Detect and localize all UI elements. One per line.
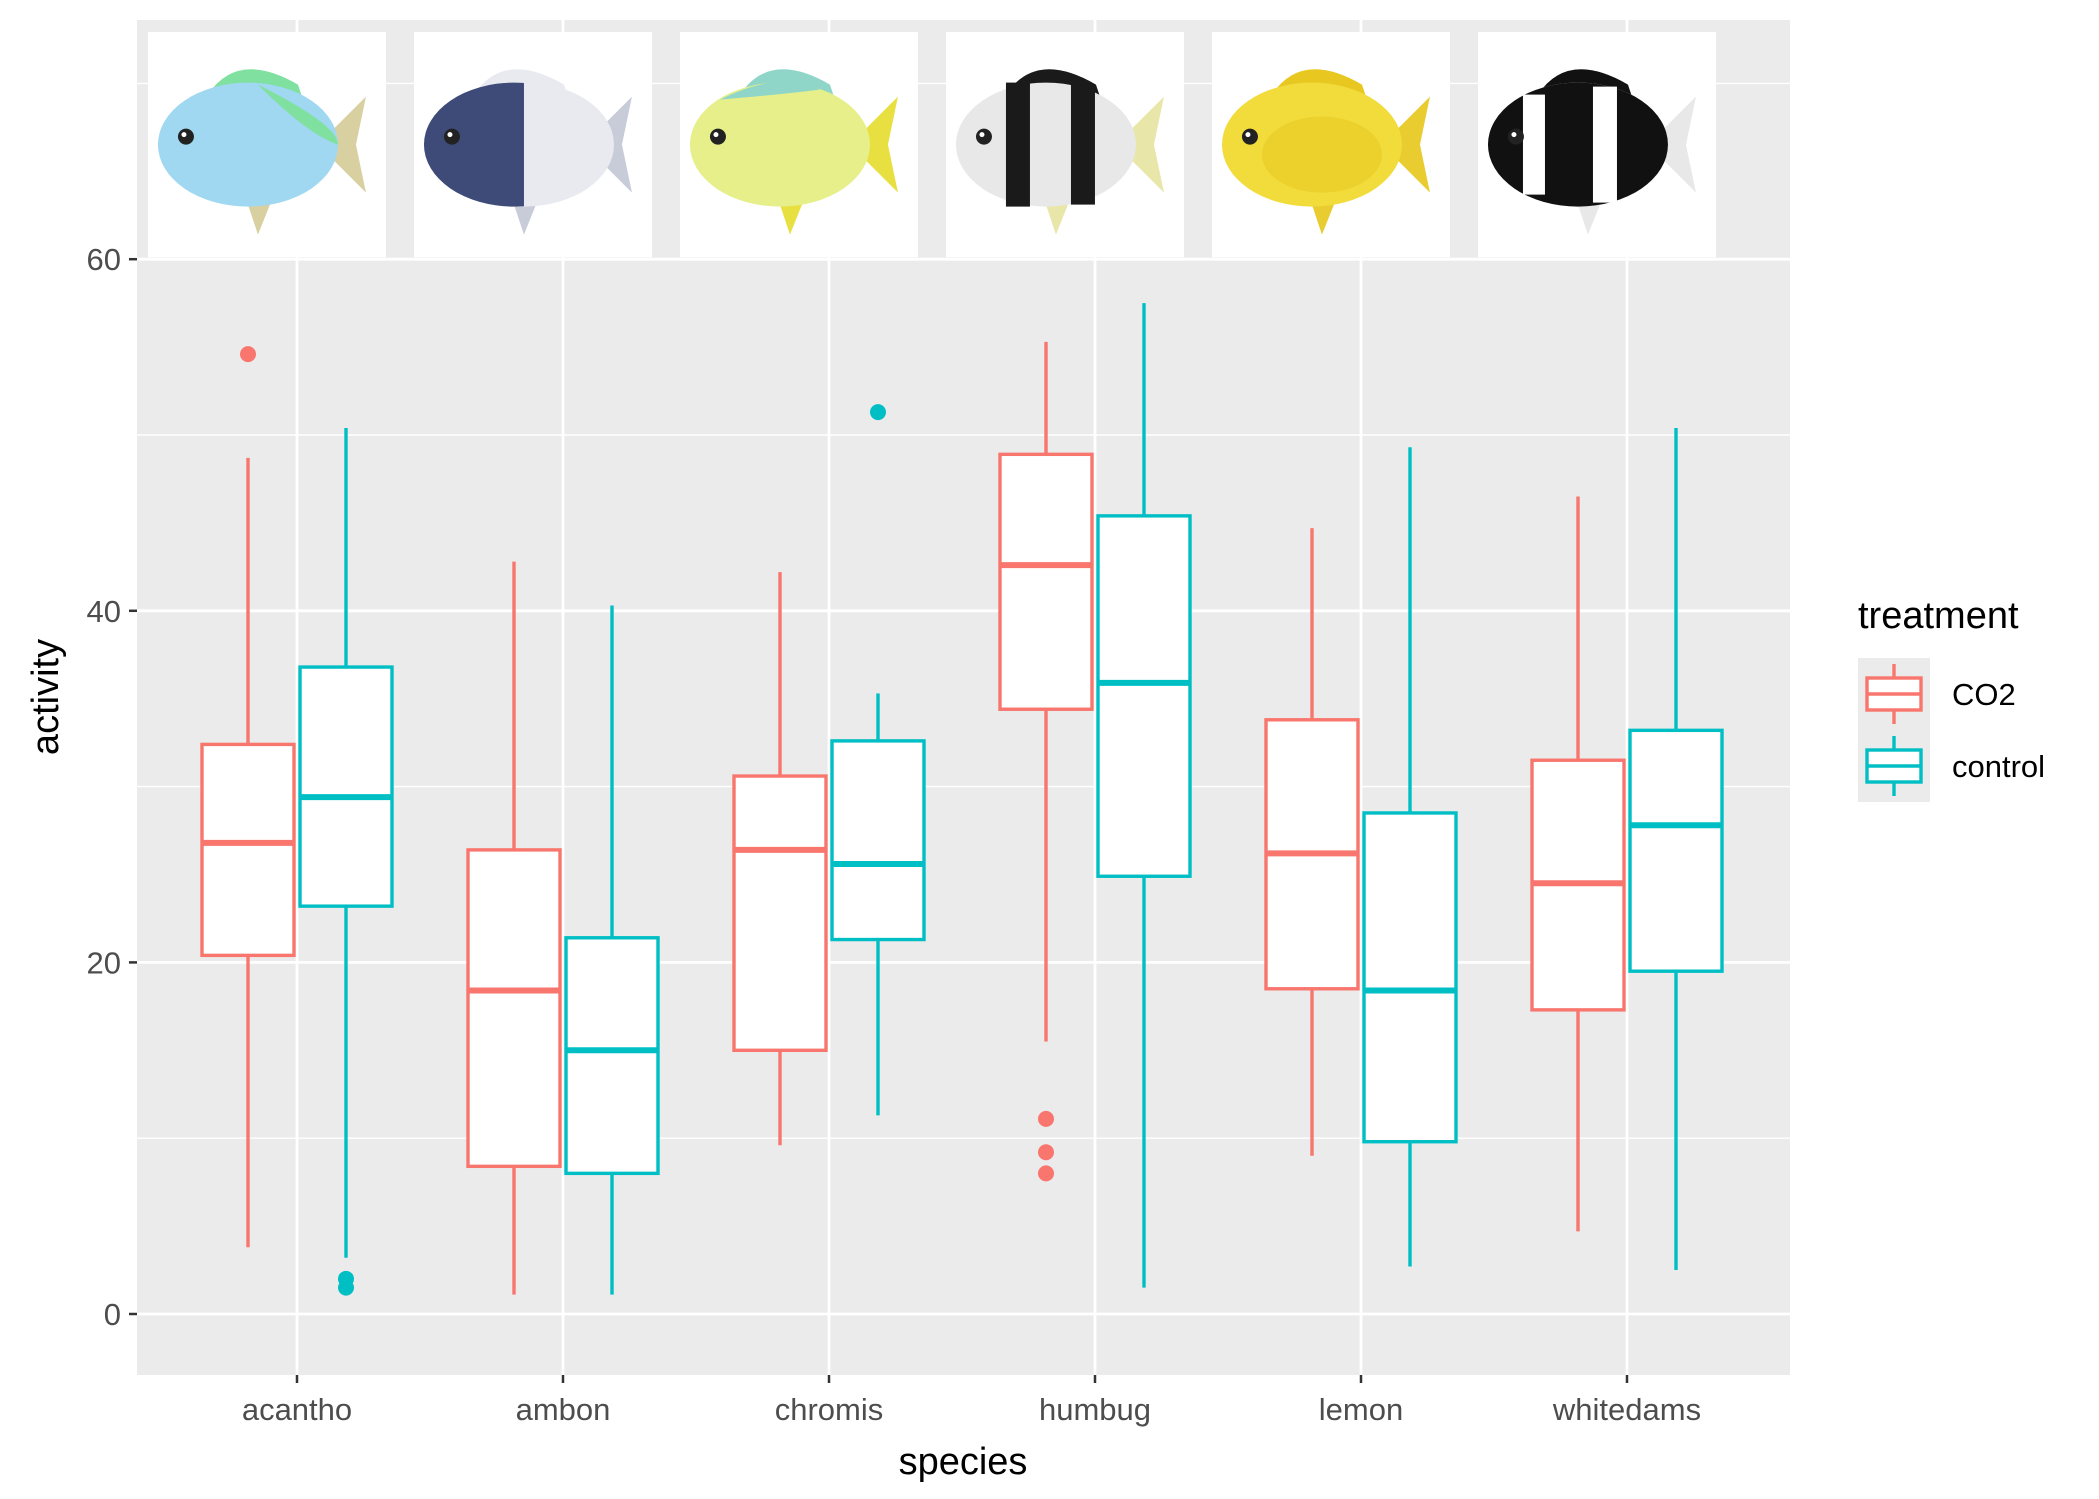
- fish-eye-highlight: [713, 132, 719, 138]
- y-tick-label: 40: [87, 594, 121, 629]
- fish-eye: [1507, 128, 1524, 145]
- whitedams-fish-icon: [1478, 32, 1716, 258]
- box-control-chromis: [830, 404, 926, 1116]
- box-iqr: [732, 774, 828, 1052]
- outlier-point: [1038, 1110, 1054, 1127]
- y-axis: 0 20 40 60: [87, 242, 137, 1332]
- fish-eye: [709, 128, 726, 145]
- fish-body: [157, 82, 338, 207]
- fish-body: [955, 82, 1136, 207]
- box-co2-humbug: [998, 341, 1094, 1182]
- fish-eye: [443, 128, 460, 145]
- outlier-point: [240, 346, 256, 363]
- y-axis-title: activity: [25, 639, 67, 755]
- box-iqr: [1362, 811, 1458, 1144]
- fish-stripe: [1522, 94, 1545, 195]
- box-iqr: [830, 739, 926, 942]
- legend-key-co2: [1865, 664, 1923, 724]
- box-co2-whitedams: [1530, 496, 1626, 1232]
- box-control-whitedams: [1628, 427, 1724, 1271]
- box-iqr: [1628, 728, 1724, 973]
- chromis-fish-icon: [680, 32, 918, 258]
- ambon-fish-icon: [414, 32, 652, 258]
- y-tick-label: 60: [87, 242, 121, 277]
- y-tick-label: 20: [87, 945, 121, 980]
- fish-tail: [1381, 96, 1430, 193]
- fish-stripe: [1005, 82, 1030, 207]
- fish-eye-highlight: [1511, 132, 1517, 138]
- y-tick-label: 0: [104, 1297, 121, 1332]
- box-groups: [200, 303, 1724, 1296]
- box-co2-lemon: [1264, 528, 1360, 1156]
- fish-stripe: [1592, 86, 1617, 203]
- fish-dark-body: [1487, 82, 1668, 207]
- box-co2-chromis: [732, 572, 828, 1146]
- x-tick-label: acantho: [242, 1392, 352, 1427]
- box-control-acantho: [298, 427, 394, 1296]
- box-co2-ambon: [466, 561, 562, 1295]
- fish-tail: [849, 96, 898, 193]
- fish-eye: [177, 128, 194, 145]
- box-iqr: [564, 936, 660, 1176]
- fish-stripe: [1070, 84, 1095, 205]
- x-tick-label: whitedams: [1552, 1392, 1701, 1427]
- outlier-point: [1038, 1165, 1054, 1182]
- x-tick-label: humbug: [1039, 1392, 1151, 1427]
- fish-pattern: [719, 81, 820, 100]
- outlier-point: [870, 404, 886, 421]
- humbug-fish-icon: [946, 32, 1184, 258]
- box-iqr: [998, 452, 1094, 711]
- x-tick-label: chromis: [775, 1392, 884, 1427]
- fish-tail: [317, 96, 366, 193]
- box-control-humbug: [1096, 303, 1192, 1288]
- fish-eye-highlight: [979, 132, 985, 138]
- box-co2-acantho: [200, 346, 296, 1248]
- fish-pattern: [257, 84, 338, 145]
- box-iqr: [1096, 514, 1192, 878]
- x-tick-label: lemon: [1319, 1392, 1403, 1427]
- x-axis-title: species: [899, 1441, 1028, 1483]
- fish-pattern: [523, 82, 614, 207]
- legend-key-control: [1865, 736, 1923, 796]
- x-axis: acantho ambon chromis humbug lemon whitedams: [242, 1375, 1701, 1427]
- box-iqr: [466, 848, 562, 1169]
- box-control-lemon: [1362, 447, 1458, 1267]
- fish-images: [148, 32, 1716, 258]
- box-iqr: [298, 665, 394, 908]
- legend-label: control: [1952, 749, 2045, 784]
- outlier-point: [1038, 1144, 1054, 1161]
- fish-eye-highlight: [447, 132, 453, 138]
- legend-title: treatment: [1858, 595, 2019, 637]
- legend: treatment CO2 control: [1858, 595, 2045, 802]
- fish-eye-highlight: [1245, 132, 1251, 138]
- fish-pattern: [1261, 116, 1382, 193]
- fish-eye-highlight: [181, 132, 187, 138]
- fish-eye: [975, 128, 992, 145]
- x-tick-label: ambon: [516, 1392, 611, 1427]
- outlier-point: [338, 1279, 354, 1296]
- fish-body: [689, 82, 870, 207]
- lemon-fish-icon: [1212, 32, 1450, 258]
- acantho-fish-icon: [148, 32, 386, 258]
- legend-label: CO2: [1952, 677, 2016, 712]
- fish-tail: [1647, 96, 1696, 193]
- fish-tail: [1115, 96, 1164, 193]
- box-iqr: [200, 742, 296, 958]
- box-control-ambon: [564, 605, 660, 1295]
- fish-eye: [1241, 128, 1258, 145]
